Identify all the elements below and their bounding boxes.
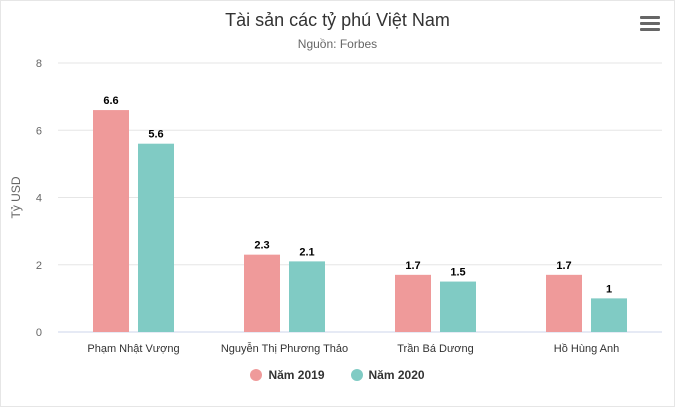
y-axis-title: Tỷ USD <box>9 176 23 218</box>
legend-swatch-2020 <box>350 369 363 381</box>
legend-item-2020[interactable]: Năm 2020 <box>350 368 425 382</box>
data-label: 2.1 <box>299 246 314 258</box>
y-tick-label: 8 <box>36 58 42 70</box>
data-label: 1.7 <box>556 260 571 272</box>
chart-subtitle: Nguồn: Forbes <box>297 37 378 51</box>
data-label: 1 <box>606 283 612 295</box>
bar-2019 <box>244 254 280 332</box>
chart-title: Tài sản các tỷ phú Việt Nam <box>225 10 450 30</box>
bar-2020 <box>138 143 174 332</box>
y-tick-label: 2 <box>36 260 42 272</box>
menu-line <box>640 22 660 25</box>
y-tick-label: 4 <box>36 193 42 205</box>
bar-2020 <box>591 298 627 332</box>
menu-line <box>640 28 660 31</box>
bar-2020 <box>440 281 476 332</box>
y-tick-label: 6 <box>36 125 42 137</box>
bar-2019 <box>546 274 582 332</box>
x-tick-label: Trần Bá Dương <box>397 343 474 355</box>
x-tick-label: Phạm Nhật Vượng <box>87 343 179 355</box>
bar-2019 <box>93 110 129 332</box>
chart-legend: Năm 2019 Năm 2020 <box>0 368 675 382</box>
bar-2020 <box>289 261 325 332</box>
legend-swatch-2019 <box>250 369 263 381</box>
data-label: 2.3 <box>254 240 269 252</box>
bar-2019 <box>395 274 431 332</box>
data-label: 6.6 <box>103 95 118 107</box>
y-tick-label: 0 <box>36 327 42 339</box>
x-tick-label: Hồ Hùng Anh <box>554 343 619 355</box>
legend-label-2019: Năm 2019 <box>268 368 325 382</box>
context-menu-icon[interactable] <box>640 16 660 34</box>
menu-line <box>640 16 660 19</box>
x-tick-label: Nguyễn Thị Phương Thảo <box>221 342 348 355</box>
data-label: 5.6 <box>148 129 163 141</box>
data-label: 1.7 <box>405 260 420 272</box>
data-label: 1.5 <box>450 267 465 279</box>
legend-item-2019[interactable]: Năm 2019 <box>250 368 325 382</box>
legend-label-2020: Năm 2020 <box>368 368 425 382</box>
